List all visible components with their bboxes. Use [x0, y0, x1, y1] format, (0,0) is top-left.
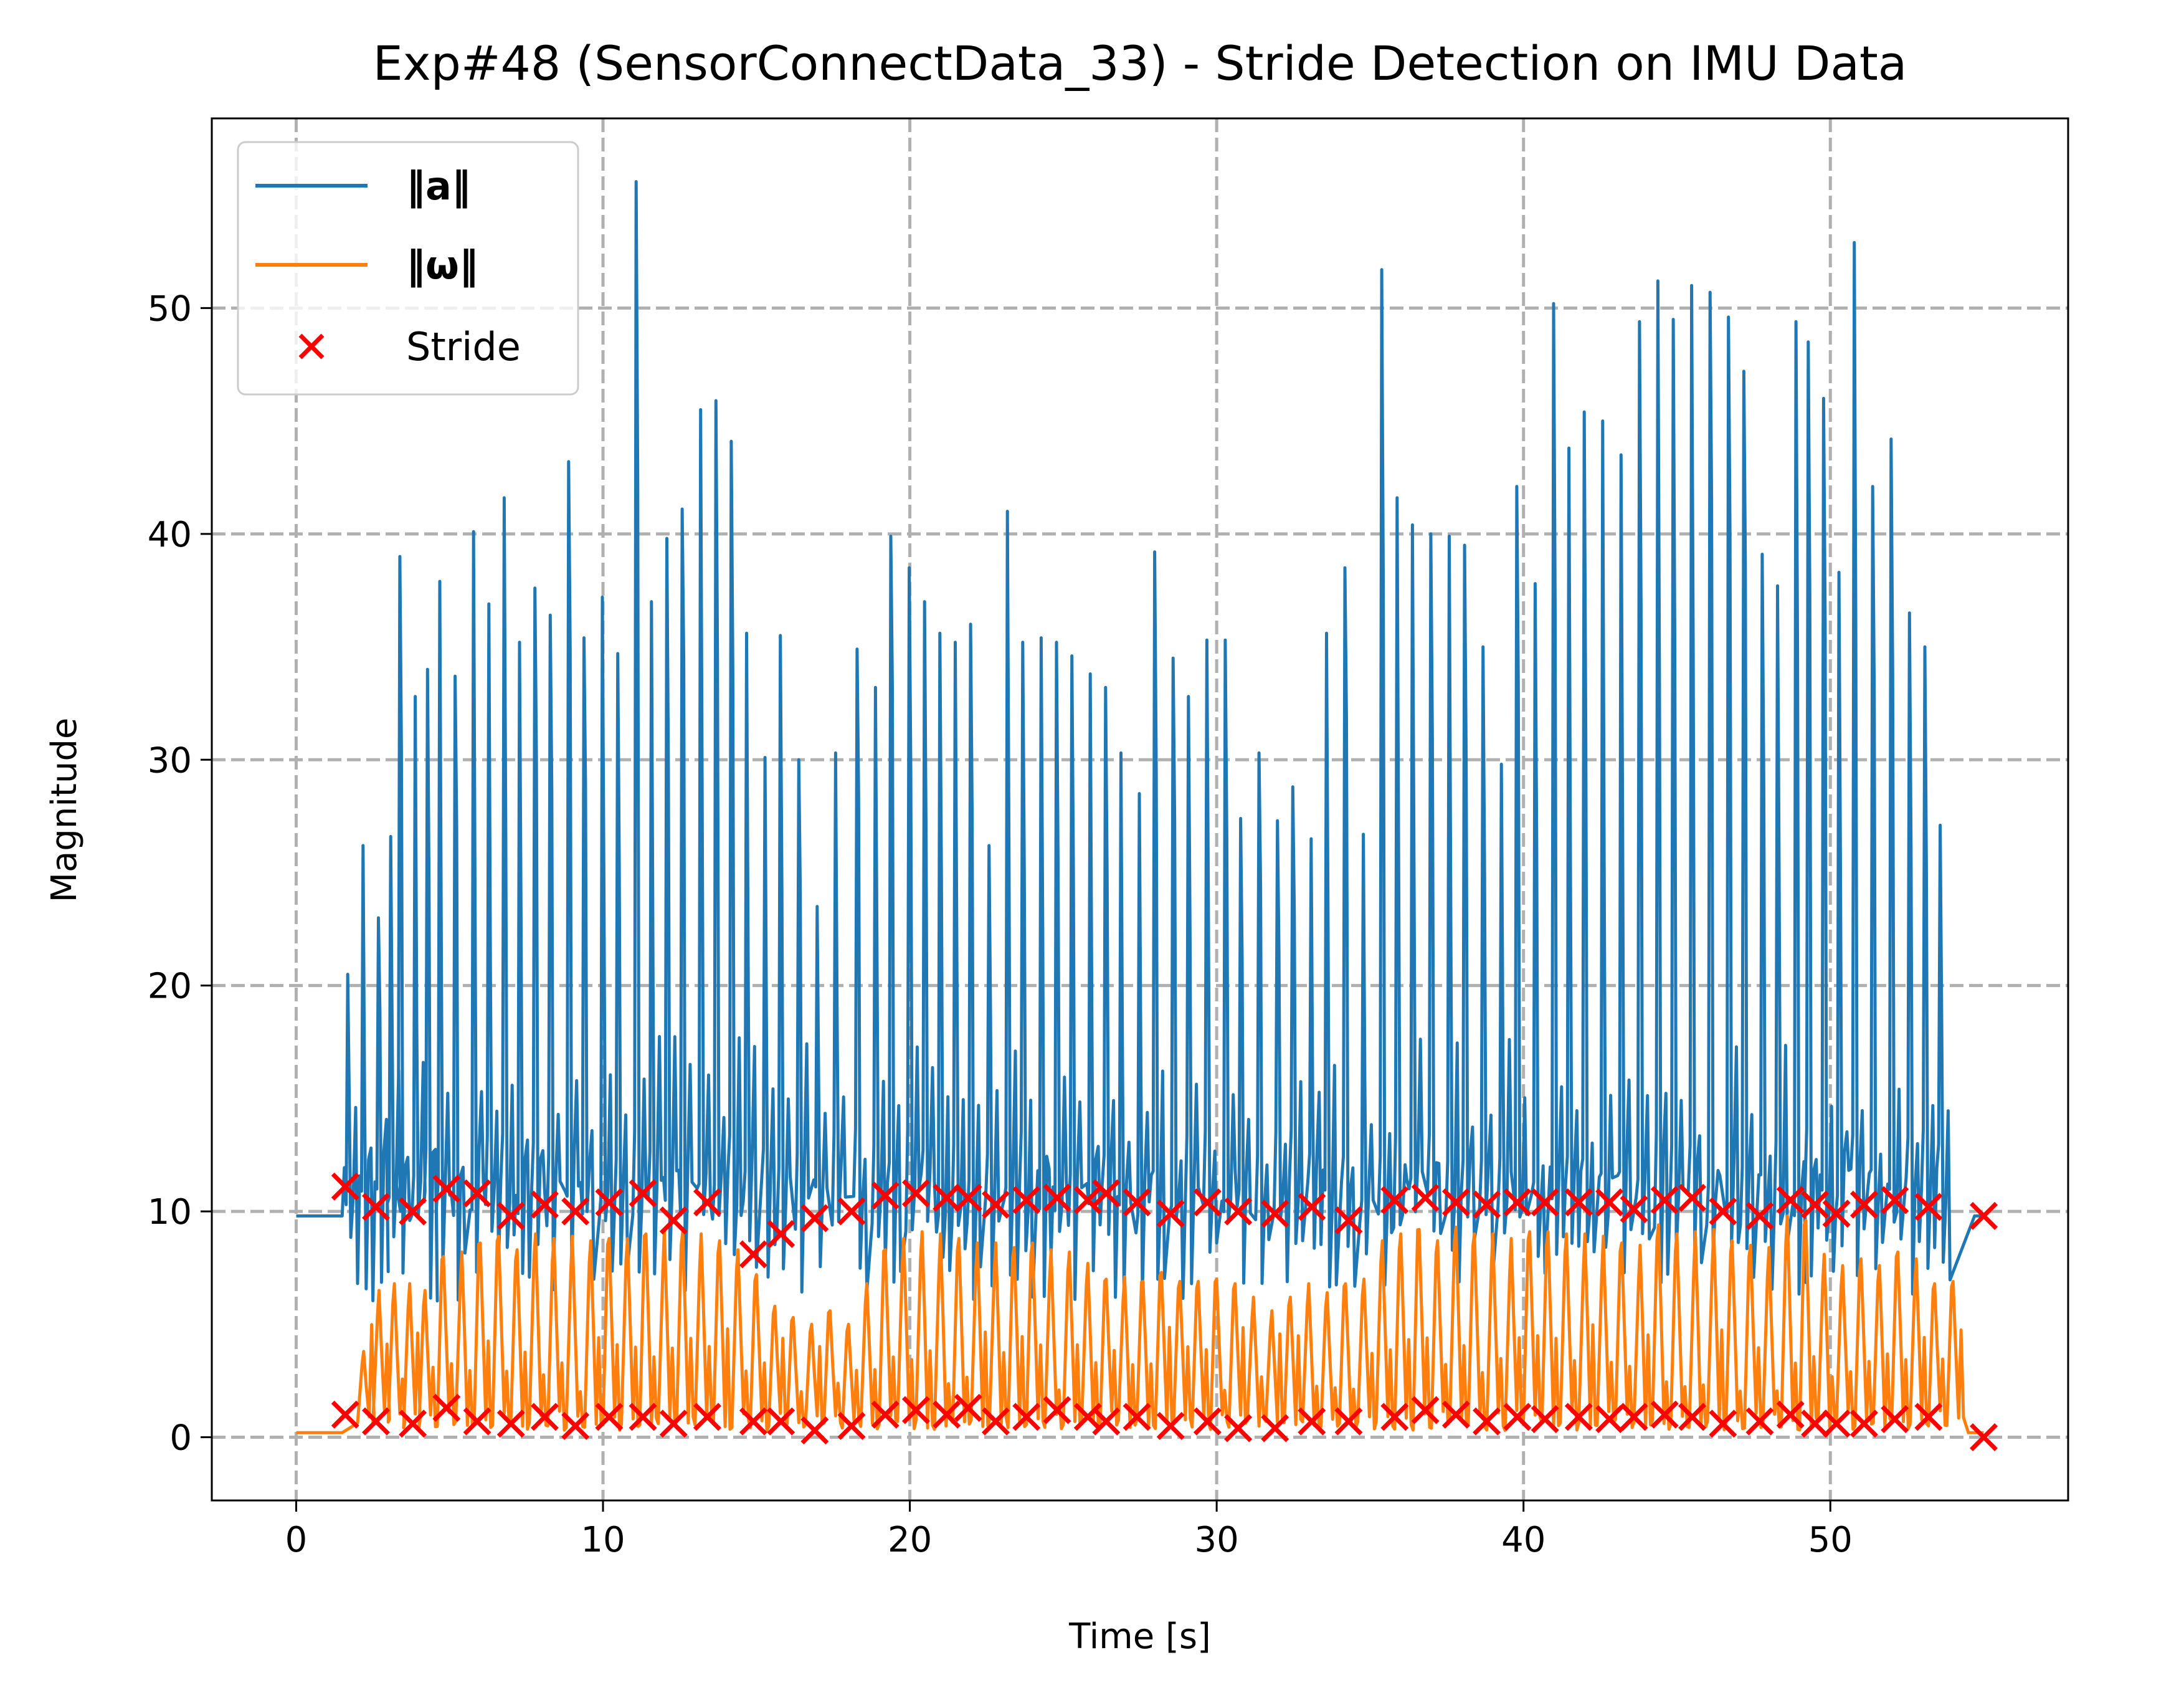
legend-accel-label: ‖a‖ [406, 163, 471, 209]
x-axis-label: Time [s] [1068, 1616, 1211, 1657]
x-tick-label: 0 [285, 1520, 308, 1560]
x-tick-label: 30 [1195, 1520, 1239, 1560]
y-tick-label: 50 [148, 289, 192, 329]
legend-gyro-label: ‖ω‖ [406, 242, 478, 289]
chart-title: Exp#48 (SensorConnectData_33) - Stride D… [373, 36, 1907, 91]
y-tick-label: 10 [148, 1192, 192, 1233]
legend: ‖a‖ ‖ω‖ Stride [238, 142, 578, 394]
y-tick-label: 0 [169, 1418, 192, 1459]
x-tick-label: 10 [581, 1520, 625, 1560]
y-tick-label: 20 [148, 966, 192, 1007]
x-tick-label: 50 [1808, 1520, 1853, 1560]
y-tick-label: 40 [148, 515, 192, 555]
x-tick-label: 40 [1501, 1520, 1545, 1560]
x-tick-label: 20 [888, 1520, 932, 1560]
y-axis-label: Magnitude [44, 718, 85, 903]
y-tick-label: 30 [148, 740, 192, 781]
legend-stride-label: Stride [406, 324, 521, 370]
